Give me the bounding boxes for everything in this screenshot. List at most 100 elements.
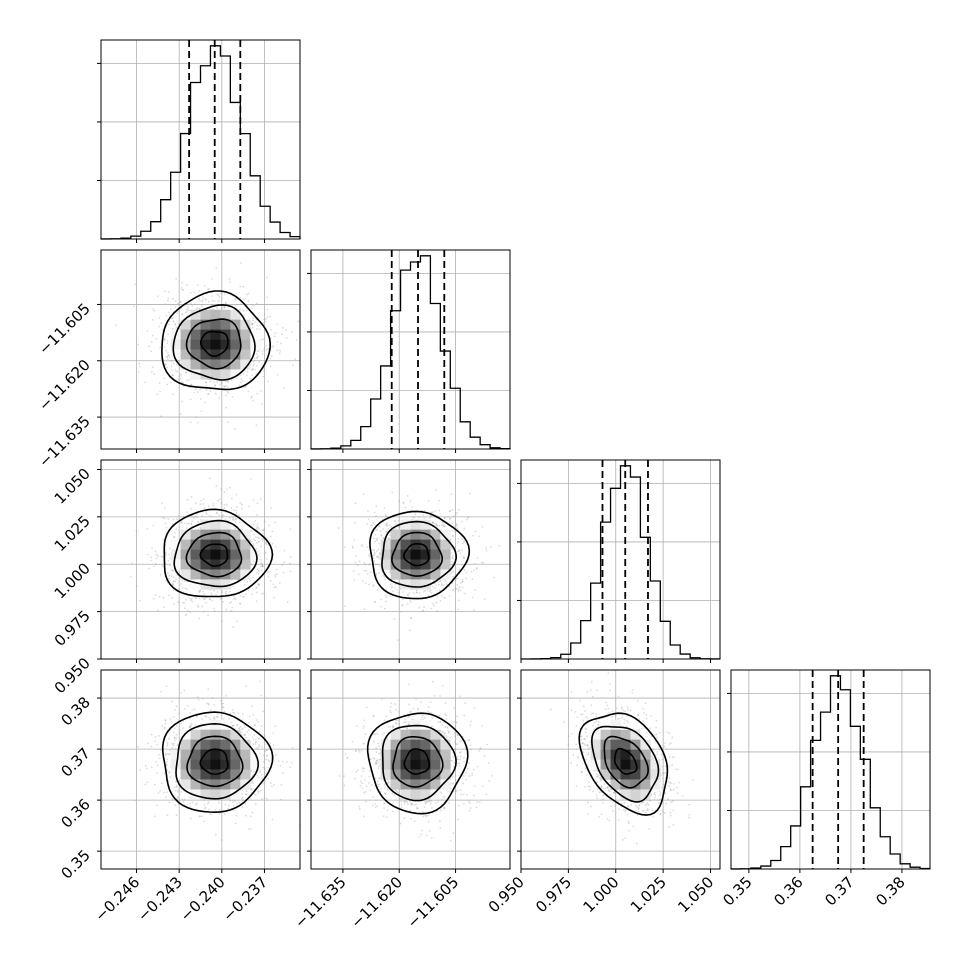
scatter-point — [175, 780, 178, 783]
scatter-point — [159, 390, 161, 393]
density-cell — [190, 749, 201, 760]
scatter-point — [269, 579, 272, 582]
scatter-point — [475, 567, 478, 570]
scatter-point — [372, 584, 375, 586]
scatter-point — [258, 570, 261, 573]
scatter-point — [148, 345, 150, 348]
density-cell — [240, 569, 251, 580]
scatter-point — [252, 319, 255, 322]
scatter-point — [380, 605, 382, 608]
scatter-point — [252, 781, 255, 784]
scatter-point — [251, 811, 254, 814]
scatter-point — [154, 736, 157, 738]
contour-1 — [185, 318, 242, 370]
scatter-point — [262, 760, 265, 763]
density-cell — [190, 729, 201, 740]
y-tick-label-3-3: 0.38 — [57, 693, 93, 729]
scatter-point — [368, 552, 371, 555]
scatter-point — [186, 499, 189, 501]
density-cell — [200, 549, 211, 560]
scatter-point — [383, 802, 386, 805]
scatter-point — [186, 522, 188, 525]
scatter-point — [353, 521, 356, 524]
density-cell — [180, 779, 191, 790]
scatter-point — [374, 600, 377, 603]
scatter-point — [168, 771, 171, 773]
scatter-point — [200, 305, 203, 308]
density-cells-2-0 — [170, 519, 261, 590]
scatter-point — [430, 607, 433, 610]
scatter-point — [377, 556, 380, 559]
scatter-point — [386, 530, 388, 533]
scatter-point — [171, 797, 174, 800]
scatter-point — [338, 775, 341, 777]
scatter-point — [221, 514, 224, 517]
scatter-point — [161, 782, 163, 785]
scatter-point — [171, 317, 173, 320]
scatter-point — [201, 515, 203, 517]
scatter-point — [351, 546, 354, 549]
scatter-point — [245, 685, 248, 688]
scatter-point — [181, 727, 184, 730]
panel-2-0 — [97, 459, 301, 663]
density-cell — [210, 579, 221, 590]
scatter-point — [254, 724, 257, 726]
scatter-point — [178, 712, 181, 715]
scatter-point — [411, 505, 414, 508]
panel-frame-3-0 — [100, 669, 301, 870]
scatter-point — [441, 524, 444, 527]
scatter-point — [191, 709, 194, 711]
panel-content-2-0 — [129, 477, 292, 628]
scatter-point — [196, 306, 199, 309]
scatter-point — [343, 546, 346, 549]
scatter-point — [458, 758, 461, 761]
scatter-point — [456, 511, 458, 514]
scatter-point — [198, 617, 201, 620]
scatter-point — [243, 726, 246, 729]
density-cell — [190, 309, 201, 320]
scatter-point — [233, 509, 235, 512]
scatter-point — [270, 355, 273, 358]
scatter-point — [380, 533, 383, 536]
density-cell — [180, 349, 191, 360]
scatter-point — [473, 562, 476, 565]
density-cell — [180, 739, 191, 750]
scatter-point — [188, 379, 191, 381]
scatter-point — [207, 688, 210, 691]
scatter-point — [379, 555, 382, 558]
density-cell — [180, 549, 191, 560]
scatter-point — [360, 544, 363, 546]
scatter-point — [256, 324, 259, 327]
scatter-point — [151, 319, 154, 321]
scatter-point — [218, 812, 221, 815]
scatter-point — [387, 528, 390, 530]
scatter-point — [409, 500, 412, 503]
histogram-1 — [310, 255, 511, 450]
density-cell — [190, 349, 201, 360]
scatter-point — [476, 557, 479, 559]
scatter-point — [443, 525, 446, 528]
scatter-point — [207, 703, 210, 706]
scatter-point — [234, 518, 237, 521]
y-tick-label-3-2: 0.37 — [57, 744, 93, 780]
scatter-point — [393, 520, 396, 522]
scatter-point — [410, 710, 412, 713]
scatter-point — [153, 565, 156, 568]
scatter-point — [167, 333, 169, 336]
scatter-point — [166, 383, 169, 386]
scatter-point — [431, 521, 434, 524]
scatter-point — [246, 731, 249, 733]
density-cell — [420, 579, 431, 590]
scatter-point — [190, 383, 193, 386]
scatter-point — [228, 602, 231, 605]
scatter-point — [180, 791, 183, 793]
scatter-point — [273, 783, 275, 786]
scatter-point — [262, 537, 265, 540]
scatter-point — [463, 557, 465, 560]
scatter-point — [250, 782, 253, 784]
scatter-point — [373, 549, 376, 552]
scatter-point — [180, 583, 182, 585]
scatter-point — [434, 522, 437, 525]
scatter-point — [452, 557, 454, 560]
density-cell — [220, 339, 231, 350]
